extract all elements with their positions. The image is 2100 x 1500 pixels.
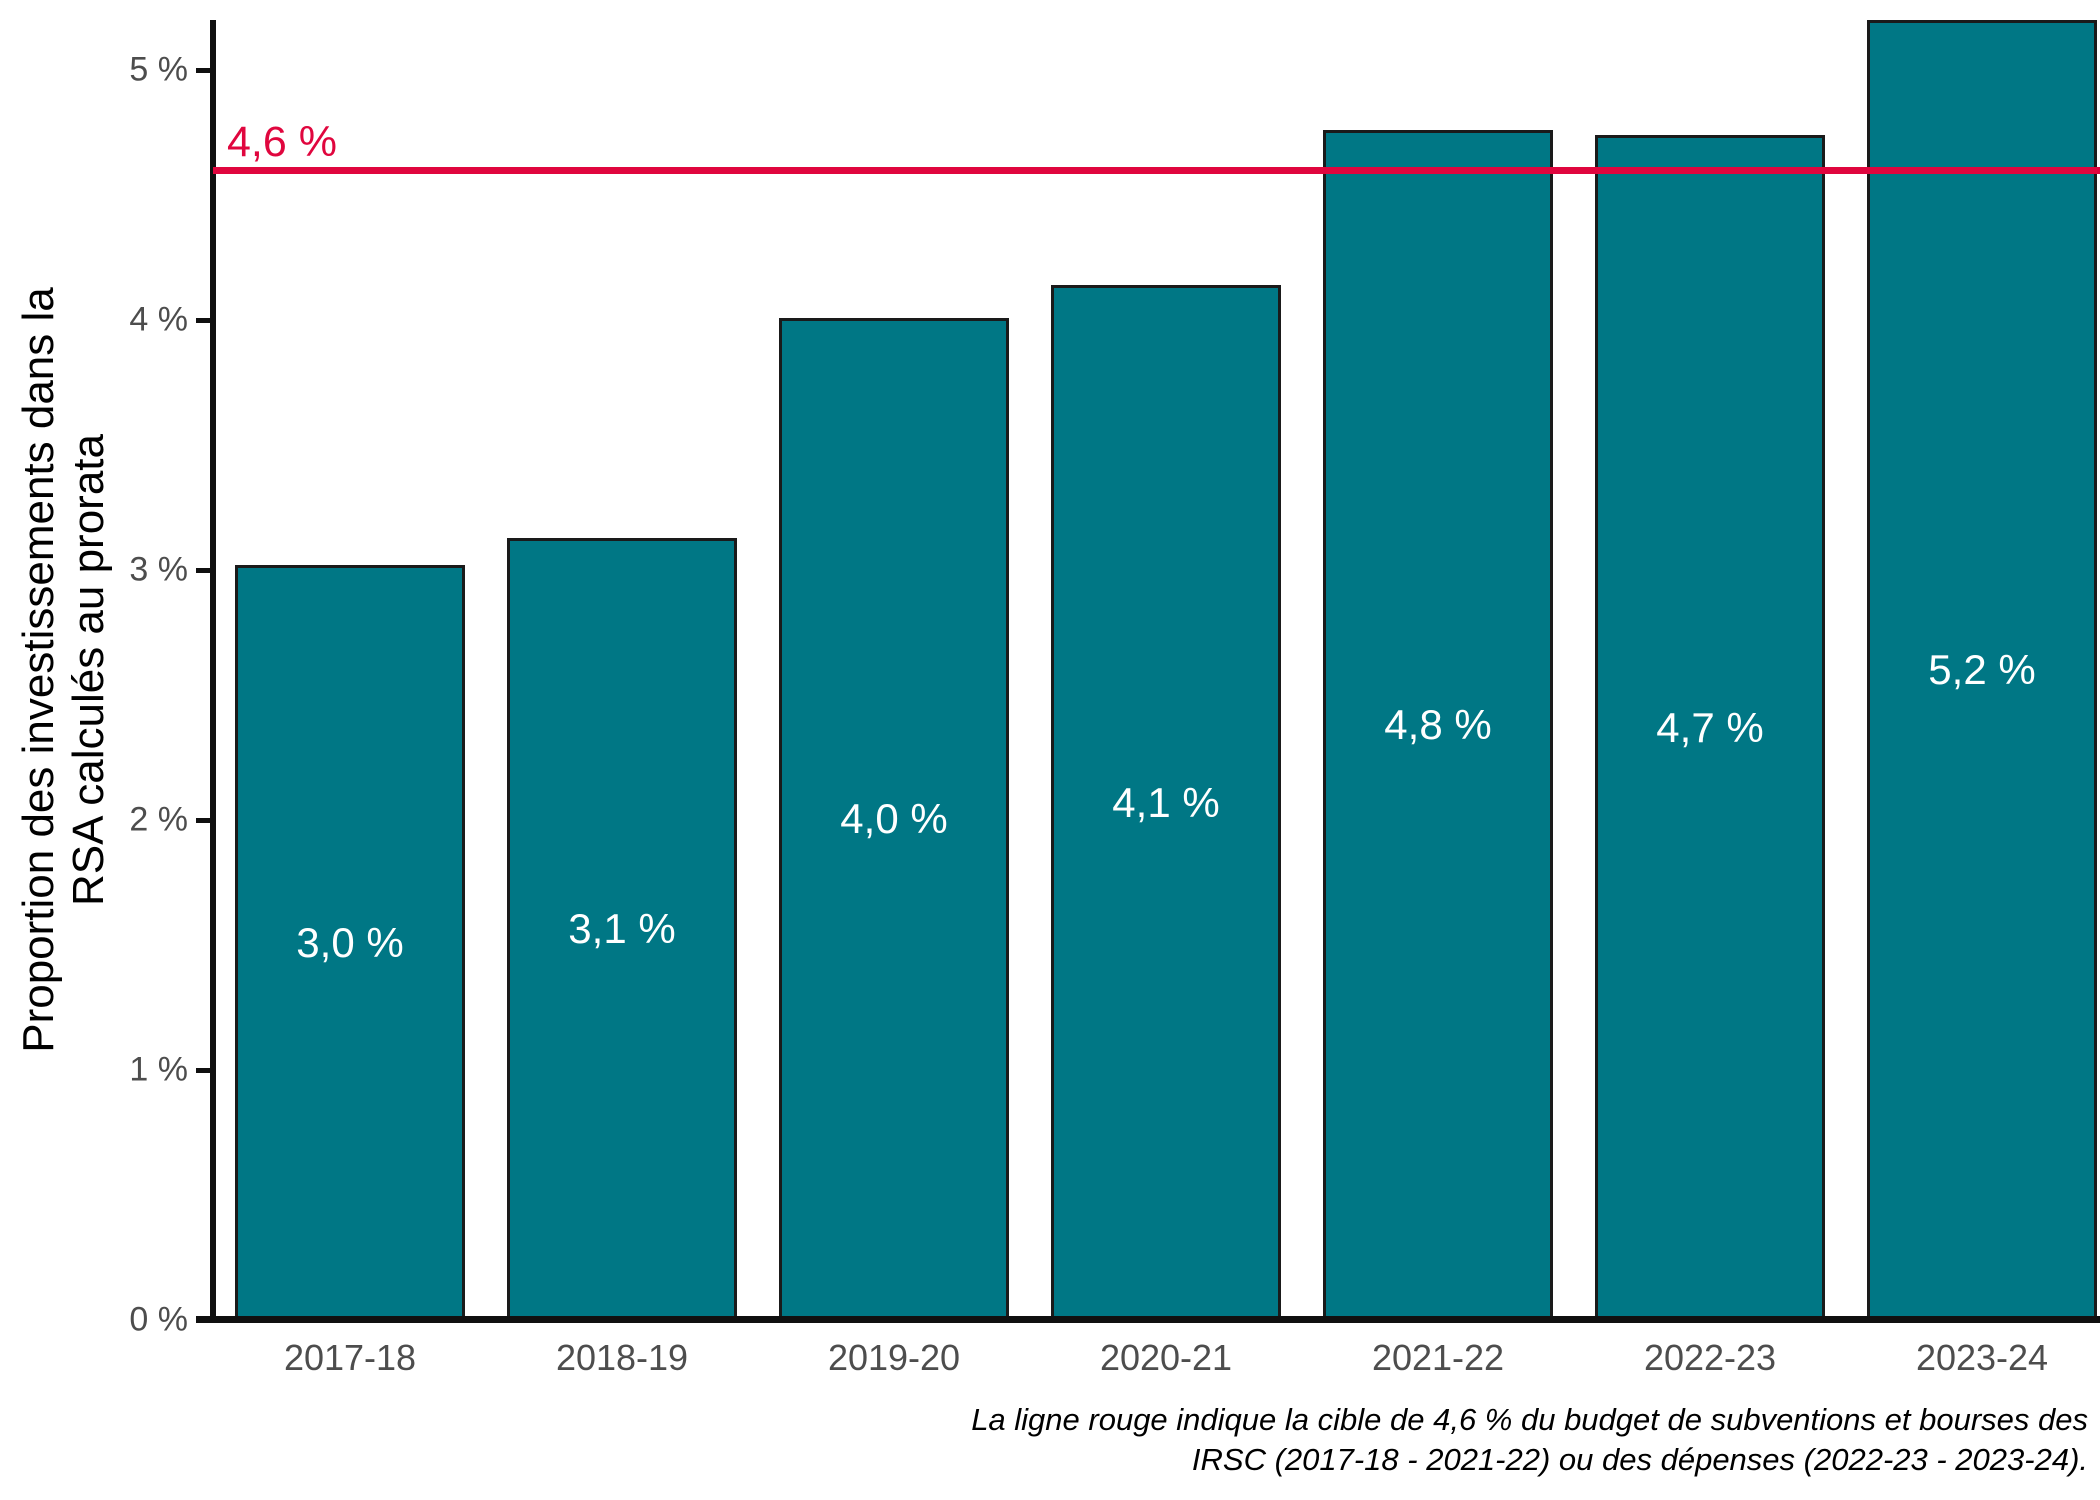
y-axis-title: Proportion des investissements dans la R…	[14, 0, 114, 1370]
y-tick-mark	[196, 318, 210, 323]
x-axis-category-label: 2019-20	[827, 1337, 961, 1378]
caption-line-1: La ligne rouge indique la cible de 4,6 %…	[971, 1402, 2088, 1437]
y-tick-mark	[196, 68, 210, 73]
x-axis-category-label: 2020-21	[1099, 1337, 1233, 1378]
bar	[1595, 135, 1825, 1323]
x-axis-category-label: 2021-22	[1371, 1337, 1505, 1378]
caption-line-2: IRSC (2017-18 - 2021-22) ou des dépenses…	[1191, 1442, 2088, 1477]
bar-value-label: 4,7 %	[1656, 703, 1764, 751]
bar	[1323, 130, 1553, 1323]
x-axis-category-label: 2018-19	[555, 1337, 689, 1378]
bar	[1867, 20, 2097, 1323]
y-tick-label: 0 %	[129, 1300, 188, 1339]
y-tick-mark	[196, 568, 210, 573]
y-tick-label: 1 %	[129, 1050, 188, 1089]
x-axis-category-label: 2022-23	[1643, 1337, 1777, 1378]
bar-value-label: 3,1 %	[568, 904, 676, 952]
y-tick-label: 3 %	[129, 550, 188, 589]
y-axis-title-line-1: Proportion des investissements dans la	[13, 287, 63, 1053]
bar-value-label: 4,1 %	[1112, 778, 1220, 826]
y-tick-mark	[196, 818, 210, 823]
bar	[779, 317, 1009, 1323]
y-tick-label: 2 %	[129, 800, 188, 839]
target-line	[213, 167, 2100, 174]
bar-value-label: 4,8 %	[1384, 701, 1492, 748]
y-tick-mark	[196, 1068, 210, 1073]
bar	[235, 565, 465, 1323]
y-axis-title-line-2: RSA calculés au prorata	[64, 433, 113, 907]
y-tick-label: 4 %	[129, 300, 188, 339]
bar	[1051, 285, 1281, 1323]
x-axis-category-label: 2023-24	[1915, 1337, 2049, 1378]
y-axis-line	[210, 20, 216, 1323]
bar-value-label: 5,2 %	[1928, 646, 2036, 693]
bar-value-label: 4,0 %	[840, 794, 948, 842]
target-line-label: 4,6 %	[227, 118, 337, 166]
bar	[507, 537, 737, 1323]
x-axis-line	[196, 1316, 2100, 1323]
bar-value-label: 3,0 %	[296, 918, 404, 966]
x-axis-category-label: 2017-18	[283, 1337, 417, 1378]
caption: La ligne rouge indique la cible de 4,6 %…	[488, 1400, 2088, 1480]
y-tick-label: 5 %	[129, 50, 188, 89]
